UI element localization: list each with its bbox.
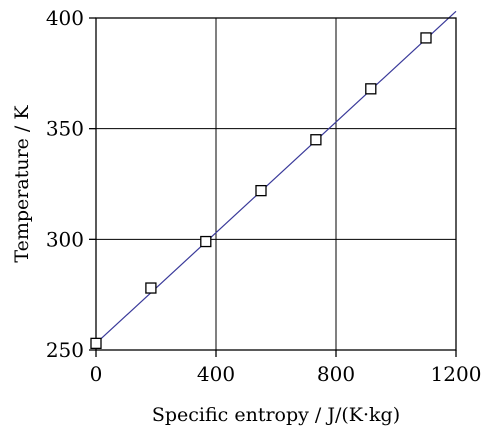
data-point <box>420 32 432 44</box>
y-tick-label: 300 <box>46 227 84 251</box>
y-tick-label: 400 <box>46 6 84 30</box>
data-point <box>200 235 212 248</box>
data-point <box>90 337 102 350</box>
y-axis-label: Temperature / K <box>11 105 33 263</box>
x-tick-label: 0 <box>90 362 103 386</box>
data-point <box>310 134 322 146</box>
data-point <box>365 83 377 95</box>
y-tick-label: 350 <box>46 117 84 141</box>
x-tick-label: 1200 <box>431 362 482 386</box>
x-axis-label: Specific entropy / J/(K·kg) <box>152 404 400 426</box>
x-tick-label: 400 <box>197 362 235 386</box>
y-tick-label: 250 <box>46 338 84 362</box>
axis-ticks: 0 400 800 1200 250 300 350 400 <box>46 6 482 386</box>
plot-frame <box>95 17 457 351</box>
data-point <box>145 282 157 294</box>
data-point <box>255 184 267 197</box>
grid <box>96 18 456 350</box>
data-markers <box>90 32 432 350</box>
x-tick-label: 800 <box>317 362 355 386</box>
